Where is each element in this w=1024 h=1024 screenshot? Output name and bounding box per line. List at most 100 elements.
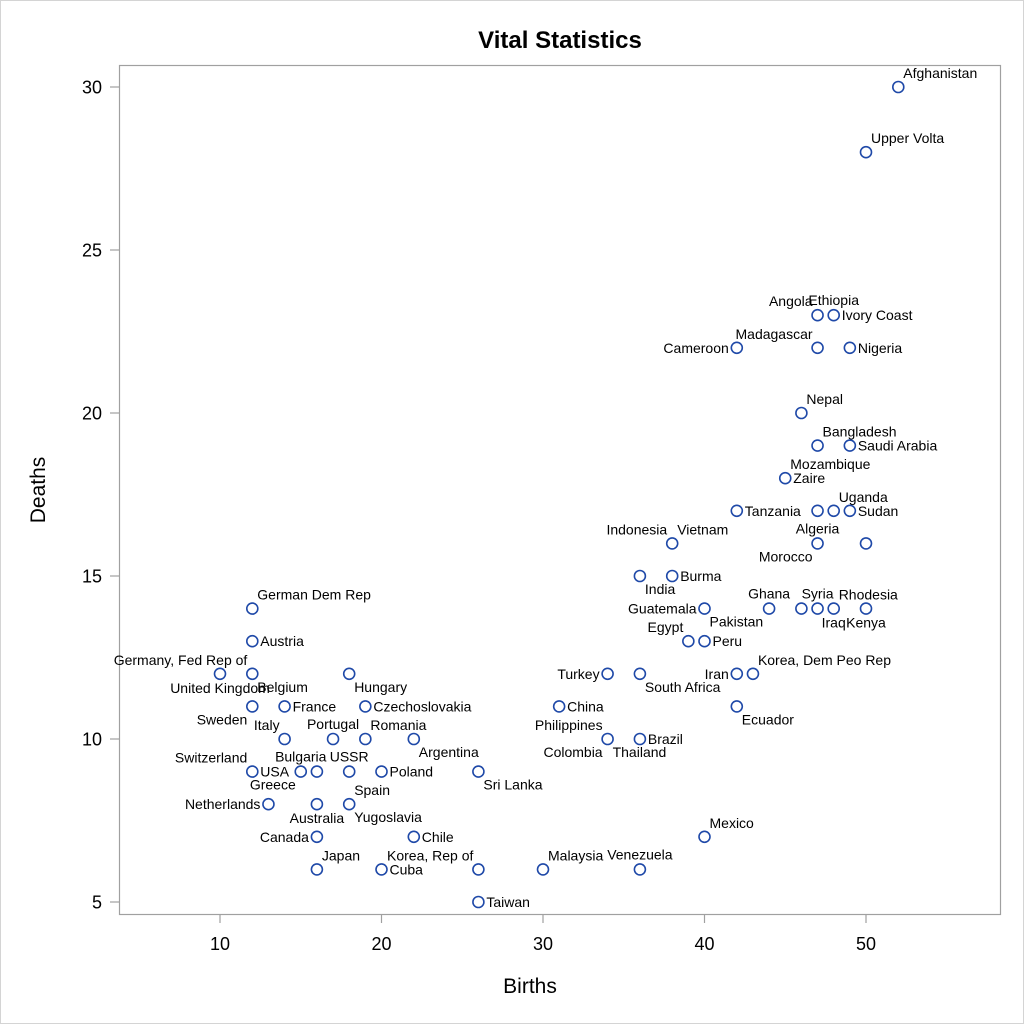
point-labels: Afghanistan Upper Volta AngolaEthiopiaIvor… (114, 65, 978, 910)
y-axis: 5 10 15 20 25 30 (82, 78, 119, 913)
point-label: Indonesia (606, 521, 667, 537)
x-tick-label: 20 (371, 934, 391, 954)
point-label: Hungary (354, 679, 407, 695)
point-label: France (293, 698, 337, 714)
y-tick-label: 15 (82, 567, 102, 587)
data-point-marker (891, 80, 905, 94)
point-label: Greece (250, 777, 296, 793)
data-point-marker (746, 667, 760, 681)
point-label: Taiwan (486, 894, 530, 910)
data-point-marker (811, 341, 824, 355)
data-point-marker (342, 667, 356, 681)
data-point-marker (407, 732, 421, 746)
data-point-marker (310, 830, 324, 844)
data-point-marker (633, 732, 647, 746)
point-label: Vietnam (677, 521, 728, 537)
data-point-marker (859, 537, 873, 550)
x-tick-label: 30 (533, 934, 553, 954)
point-label: Spain (354, 782, 390, 798)
point-label: Bulgaria (275, 749, 327, 765)
plot-area-frame (118, 64, 1002, 916)
data-point-marker (246, 667, 259, 681)
data-point-marker (262, 797, 275, 811)
point-label: Nigeria (858, 340, 903, 356)
point-label: South Africa (645, 679, 721, 695)
data-point-marker (811, 308, 824, 322)
data-point-marker (246, 700, 259, 713)
point-label: Australia (290, 810, 345, 826)
point-label: Iran (705, 666, 729, 682)
point-label: Thailand (613, 744, 667, 760)
data-point-marker (246, 602, 259, 615)
y-tick-label: 30 (82, 78, 102, 98)
point-label: Syria (802, 586, 834, 602)
point-label: Poland (390, 764, 434, 780)
data-point-marker (278, 700, 291, 713)
data-point-marker (859, 145, 873, 159)
point-label: Portugal (307, 716, 359, 732)
data-point-marker (601, 732, 614, 746)
data-point-marker (843, 341, 857, 355)
point-label: Madagascar (736, 326, 813, 342)
data-point-marker (795, 602, 808, 615)
point-label: Mozambique (790, 456, 870, 472)
point-label: Pakistan (710, 614, 764, 630)
data-point-marker (472, 863, 485, 876)
point-label: Rhodesia (839, 587, 898, 603)
point-label: Germany, Fed Rep of (114, 652, 248, 668)
data-point-marker (859, 602, 873, 615)
x-axis-label: Births (503, 975, 557, 998)
point-label: Turkey (557, 666, 599, 682)
point-label: Venezuela (607, 846, 673, 862)
point-label: Ethiopia (808, 292, 859, 308)
point-label: Ghana (748, 586, 790, 602)
point-label: Angola (769, 293, 813, 309)
point-label: Ivory Coast (842, 307, 913, 323)
data-point-marker (472, 895, 485, 909)
y-axis-label: Deaths (27, 457, 50, 524)
point-label: Philippines (535, 717, 603, 733)
data-point-marker (294, 765, 308, 778)
point-label: Morocco (759, 548, 813, 564)
point-label: Nepal (806, 391, 843, 407)
data-point-marker (811, 439, 824, 452)
point-label: Cameroon (663, 340, 728, 356)
data-point-marker (375, 765, 388, 778)
data-point-marker (246, 634, 259, 648)
data-point-marker (827, 602, 841, 615)
data-point-marker (778, 471, 792, 485)
data-point-marker (811, 537, 824, 550)
point-label: Algeria (796, 520, 840, 536)
data-point-marker (278, 732, 291, 746)
data-point-marker (811, 504, 824, 518)
point-label: Switzerland (175, 750, 247, 766)
point-label: Kenya (846, 615, 886, 631)
x-tick-label: 50 (856, 934, 876, 954)
data-point-marker (682, 634, 695, 648)
point-label: Sri Lanka (483, 777, 542, 793)
point-label: Bangladesh (823, 424, 897, 440)
point-label: Malaysia (548, 847, 603, 863)
point-label: Chile (422, 829, 454, 845)
data-point-marker (633, 667, 647, 681)
data-point-marker (730, 700, 744, 713)
data-point-marker (326, 732, 340, 746)
data-point-marker (698, 830, 711, 844)
y-tick-label: 20 (82, 404, 102, 424)
point-label: Iraq (822, 615, 846, 631)
data-point-marker (342, 797, 356, 811)
point-label: Canada (260, 829, 309, 845)
point-label: USA (260, 764, 289, 780)
point-label: Mexico (710, 815, 755, 831)
point-label: Ecuador (742, 711, 794, 727)
x-tick-label: 40 (694, 934, 714, 954)
data-point-marker (359, 732, 372, 746)
data-point-marker (698, 634, 711, 648)
data-point-marker (843, 439, 857, 452)
point-label: Saudi Arabia (858, 438, 938, 454)
point-label: Brazil (648, 731, 683, 747)
data-point-marker (730, 667, 744, 681)
data-point-marker (359, 700, 372, 713)
data-point-marker (472, 765, 485, 778)
